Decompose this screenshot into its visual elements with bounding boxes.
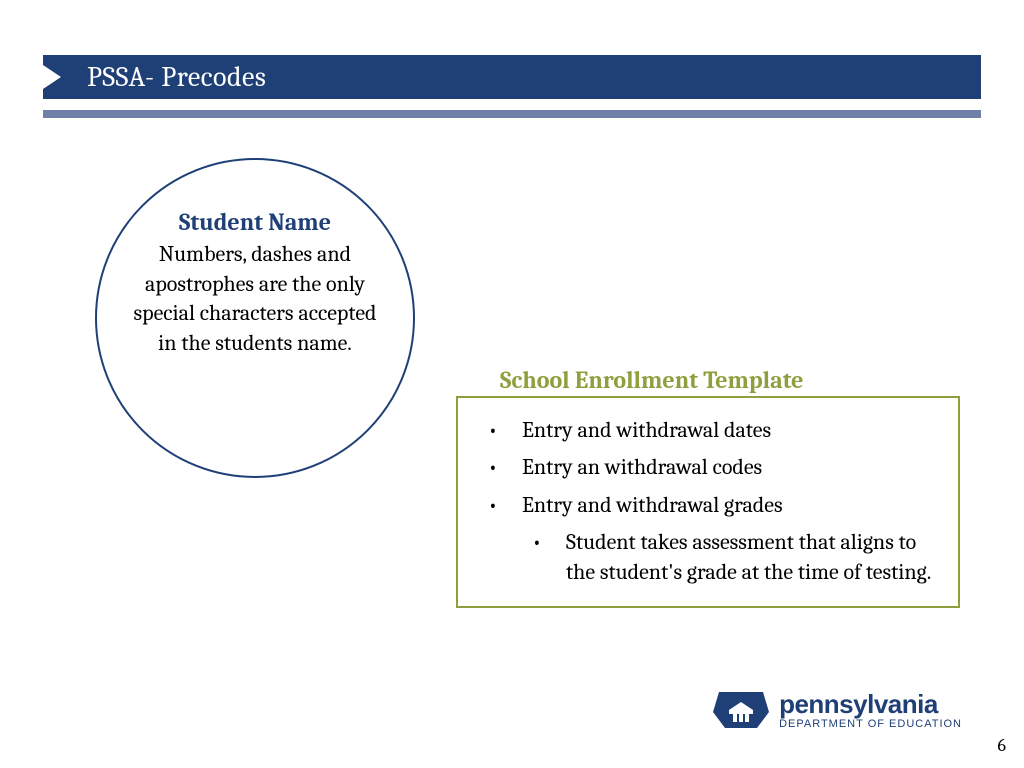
circle-body: Numbers, dashes and apostrophes are the … (97, 240, 413, 359)
list-item: Entry and withdrawal grades Student take… (478, 487, 938, 588)
list-item: Entry and withdrawal dates (478, 412, 938, 449)
pa-dept-education-logo: pennsylvania DEPARTMENT OF EDUCATION (713, 688, 962, 732)
title-arrow-icon (43, 65, 61, 89)
list-item: Student takes assessment that aligns to … (522, 528, 938, 587)
enrollment-sublist: Student takes assessment that aligns to … (522, 528, 938, 587)
circle-title: Student Name (179, 208, 331, 236)
list-item: Entry an withdrawal codes (478, 449, 938, 486)
title-bar: PSSA- Precodes (43, 55, 981, 99)
enrollment-heading: School Enrollment Template (500, 366, 803, 394)
list-item-text: Entry and withdrawal grades (522, 492, 783, 518)
enrollment-box: Entry and withdrawal dates Entry an with… (456, 396, 960, 608)
page-number: 6 (998, 735, 1006, 756)
logo-line1: pennsylvania (779, 691, 962, 717)
slide-title: PSSA- Precodes (87, 61, 266, 93)
enrollment-list: Entry and withdrawal dates Entry an with… (478, 412, 938, 588)
slide: PSSA- Precodes Student Name Numbers, das… (0, 0, 1024, 768)
student-name-circle: Student Name Numbers, dashes and apostro… (95, 158, 415, 478)
logo-line2: DEPARTMENT OF EDUCATION (779, 719, 962, 730)
accent-line (43, 110, 981, 118)
keystone-icon (713, 688, 769, 732)
logo-text: pennsylvania DEPARTMENT OF EDUCATION (779, 691, 962, 730)
